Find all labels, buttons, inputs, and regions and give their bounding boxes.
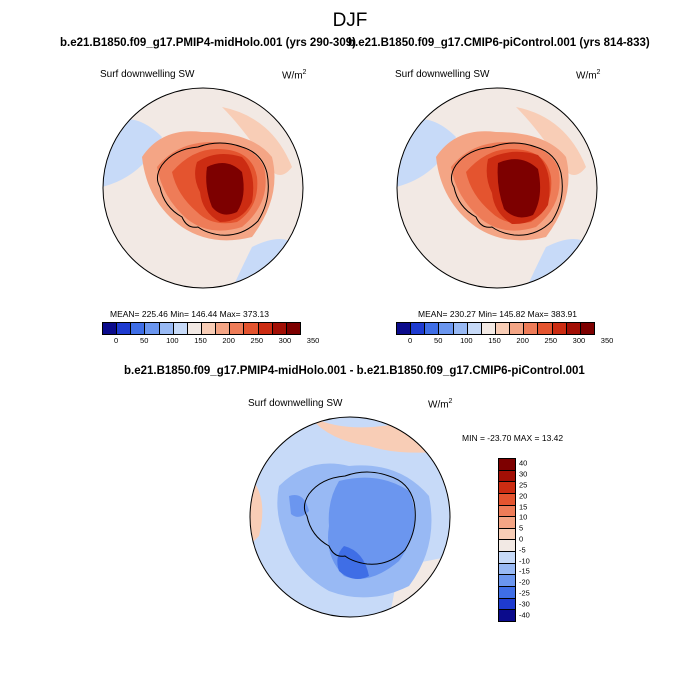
colorbar-tick-label: 10 xyxy=(519,512,528,522)
panel-1-colorbar xyxy=(102,322,301,335)
colorbar-box xyxy=(510,323,525,334)
colorbar-tick-label: -20 xyxy=(519,577,530,587)
colorbar-tick-label: 50 xyxy=(140,336,149,345)
colorbar-box xyxy=(499,552,515,564)
colorbar-tick-label: 350 xyxy=(600,336,614,345)
panel-2-colorbar-ticks: 0 50 100 150 200 250 300 350 xyxy=(396,336,613,346)
colorbar-tick-label: 150 xyxy=(488,336,501,345)
colorbar-box xyxy=(131,323,146,334)
colorbar-box xyxy=(159,323,174,334)
colorbar-tick-label: 0 xyxy=(407,336,413,345)
colorbar-box xyxy=(103,323,118,334)
colorbar-tick-label: -30 xyxy=(519,599,530,609)
colorbar-box xyxy=(552,323,567,334)
colorbar-box xyxy=(499,517,515,529)
colorbar-box xyxy=(481,323,496,334)
diff-panel-subtitle: b.e21.B1850.f09_g17.PMIP4-midHolo.001 - … xyxy=(124,365,585,377)
colorbar-box xyxy=(499,598,515,611)
colorbar-tick-label: 250 xyxy=(250,336,264,345)
colorbar-tick-label: 300 xyxy=(278,336,292,345)
colorbar-tick-label: 100 xyxy=(166,336,179,345)
colorbar-box xyxy=(272,323,287,334)
colorbar-box xyxy=(499,563,515,576)
colorbar-box xyxy=(453,323,468,334)
colorbar-box xyxy=(117,323,132,334)
colorbar-box xyxy=(499,505,515,518)
colorbar-box xyxy=(495,323,511,334)
panel-1-stats: MEAN= 225.46 Min= 146.44 Max= 373.13 xyxy=(110,309,270,319)
panel-2-subtitle: b.e21.B1850.f09_g17.CMIP6-piControl.001 … xyxy=(348,37,650,49)
colorbar-box xyxy=(258,323,273,334)
colorbar-box xyxy=(499,459,515,471)
colorbar-tick-label: -40 xyxy=(519,610,530,620)
colorbar-box xyxy=(425,323,440,334)
colorbar-tick-label: 40 xyxy=(519,458,528,468)
colorbar-box xyxy=(580,323,594,334)
diff-panel-colorbar xyxy=(498,458,516,622)
colorbar-tick-label: 50 xyxy=(434,336,443,345)
colorbar-box xyxy=(499,610,515,621)
colorbar-box xyxy=(499,493,515,506)
colorbar-tick-label: 20 xyxy=(519,491,528,501)
colorbar-tick-label: 0 xyxy=(519,534,524,544)
colorbar-box xyxy=(524,323,539,334)
colorbar-box xyxy=(230,323,245,334)
colorbar-tick-label: 15 xyxy=(519,502,528,512)
diff-panel-coastline xyxy=(303,471,416,565)
colorbar-box xyxy=(538,323,553,334)
panel-1-subtitle: b.e21.B1850.f09_g17.PMIP4-midHolo.001 (y… xyxy=(60,37,356,49)
colorbar-tick-label: 200 xyxy=(222,336,235,345)
colorbar-tick-label: -15 xyxy=(519,566,530,576)
colorbar-tick-label: 100 xyxy=(460,336,473,345)
colorbar-tick-label: 0 xyxy=(113,336,119,345)
colorbar-box xyxy=(499,528,515,541)
diff-panel-colorbar-ticks: 40 30 25 20 15 10 5 0 -5 -10 -15 -20 -25 -30 -40 xyxy=(519,458,549,620)
colorbar-box xyxy=(173,323,188,334)
colorbar-tick-label: 350 xyxy=(306,336,320,345)
colorbar-box xyxy=(467,323,482,334)
colorbar-box xyxy=(499,482,515,494)
colorbar-box xyxy=(244,323,259,334)
colorbar-box xyxy=(201,323,217,334)
panel-1-map xyxy=(102,87,304,289)
diff-panel-units: W/m2 xyxy=(428,398,453,411)
colorbar-tick-label: 5 xyxy=(519,523,524,533)
colorbar-box xyxy=(439,323,454,334)
colorbar-tick-label: -5 xyxy=(519,545,526,555)
diff-panel-map xyxy=(249,416,451,618)
panel-2-map xyxy=(396,87,598,289)
panel-1-colorbar-ticks: 0 50 100 150 200 250 300 350 xyxy=(102,336,319,346)
colorbar-box xyxy=(499,575,515,588)
colorbar-box xyxy=(499,587,515,599)
colorbar-box xyxy=(187,323,202,334)
figure-title: DJF xyxy=(332,10,368,31)
panel-1-variable-label: Surf downwelling SW xyxy=(100,69,195,80)
diff-panel-variable-label: Surf downwelling SW xyxy=(248,398,343,409)
colorbar-tick-label: -10 xyxy=(519,556,530,566)
colorbar-box xyxy=(216,323,231,334)
colorbar-box xyxy=(411,323,426,334)
panel-2-colorbar xyxy=(396,322,595,335)
colorbar-box xyxy=(145,323,160,334)
diff-panel-stats: MIN = -23.70 MAX = 13.42 xyxy=(462,433,564,443)
colorbar-box xyxy=(397,323,412,334)
panel-1-units: W/m2 xyxy=(282,69,307,82)
panel-2-variable-label: Surf downwelling SW xyxy=(395,69,490,80)
colorbar-tick-label: 200 xyxy=(516,336,529,345)
colorbar-tick-label: 30 xyxy=(519,469,528,479)
colorbar-tick-label: 250 xyxy=(544,336,558,345)
panel-1-coastline xyxy=(156,142,269,236)
panel-2-stats: MEAN= 230.27 Min= 145.82 Max= 383.91 xyxy=(418,309,578,319)
colorbar-box xyxy=(286,323,300,334)
colorbar-tick-label: 25 xyxy=(519,480,528,490)
colorbar-tick-label: -25 xyxy=(519,588,530,598)
colorbar-tick-label: 300 xyxy=(572,336,586,345)
colorbar-box xyxy=(499,470,515,483)
panel-2-coastline xyxy=(450,142,563,236)
colorbar-tick-label: 150 xyxy=(194,336,207,345)
panel-2-units: W/m2 xyxy=(576,69,601,82)
colorbar-box xyxy=(566,323,581,334)
colorbar-box xyxy=(499,540,515,553)
